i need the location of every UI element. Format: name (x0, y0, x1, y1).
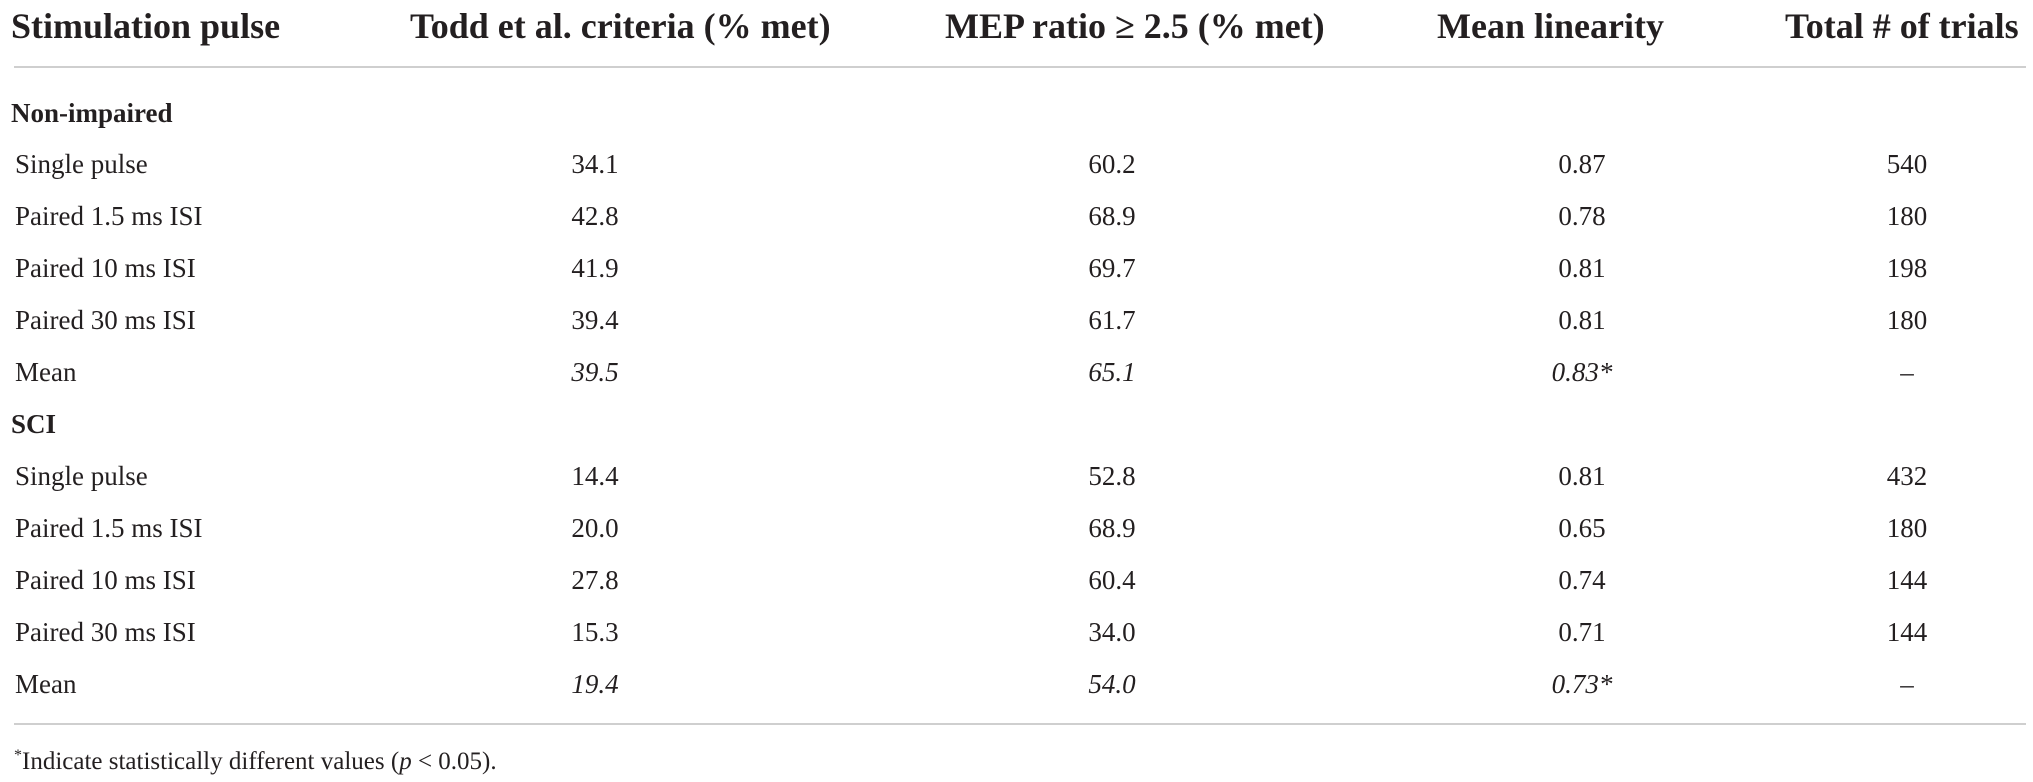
mep-value: 68.9 (1088, 513, 1136, 543)
trials-value: – (1900, 669, 1914, 699)
row-label: Paired 1.5 ms ISI (15, 201, 203, 231)
group-heading-non-impaired: Non-impaired (11, 98, 173, 128)
trials-value: – (1900, 357, 1914, 387)
row-label: Paired 30 ms ISI (15, 305, 196, 335)
todd-value: 14.4 (571, 461, 619, 491)
mep-value: 60.4 (1088, 565, 1136, 595)
row-label: Single pulse (15, 149, 148, 179)
footnote-variable: p (399, 748, 412, 775)
linearity-value: 0.87 (1558, 149, 1606, 179)
row-label: Mean (15, 669, 77, 699)
mep-value: 69.7 (1088, 253, 1136, 283)
table-header: Stimulation pulse Todd et al. criteria (… (0, 0, 2033, 68)
row-label: Paired 10 ms ISI (15, 253, 196, 283)
linearity-value: 0.83* (1551, 357, 1613, 387)
mep-value: 68.9 (1088, 201, 1136, 231)
linearity-value: 0.71 (1558, 617, 1606, 647)
trials-value: 432 (1886, 461, 1928, 491)
todd-value: 20.0 (571, 513, 619, 543)
mep-value: 65.1 (1088, 357, 1136, 387)
linearity-value: 0.78 (1558, 201, 1606, 231)
header-total-trials: Total # of trials (1785, 6, 2019, 46)
footnote-text: Indicate statistically different values … (22, 748, 400, 775)
table-row: Paired 30 ms ISI 39.4 61.7 0.81 180 (0, 302, 2033, 354)
todd-value: 41.9 (571, 253, 619, 283)
todd-value: 15.3 (571, 617, 619, 647)
row-label: Paired 1.5 ms ISI (15, 513, 203, 543)
linearity-value: 0.81 (1558, 305, 1606, 335)
table-row: Paired 10 ms ISI 41.9 69.7 0.81 198 (0, 250, 2033, 302)
table-row: Paired 10 ms ISI 27.8 60.4 0.74 144 (0, 562, 2033, 614)
header-todd-criteria: Todd et al. criteria (% met) (410, 6, 831, 46)
trials-value: 180 (1886, 305, 1928, 335)
mep-value: 54.0 (1088, 669, 1136, 699)
trials-value: 180 (1886, 513, 1928, 543)
mep-value: 61.7 (1088, 305, 1136, 335)
trials-value: 144 (1886, 565, 1928, 595)
header-divider (14, 66, 2026, 68)
linearity-value: 0.81 (1558, 461, 1606, 491)
linearity-value: 0.81 (1558, 253, 1606, 283)
linearity-value: 0.73* (1551, 669, 1613, 699)
table-bottom-divider (14, 723, 2026, 725)
mep-value: 52.8 (1088, 461, 1136, 491)
linearity-value: 0.74 (1558, 565, 1606, 595)
table-row: Single pulse 34.1 60.2 0.87 540 (0, 146, 2033, 198)
table-row: Single pulse 14.4 52.8 0.81 432 (0, 458, 2033, 510)
todd-value: 42.8 (571, 201, 619, 231)
todd-value: 19.4 (571, 669, 619, 699)
table-row: Paired 1.5 ms ISI 20.0 68.9 0.65 180 (0, 510, 2033, 562)
table-footnote: *Indicate statistically different values… (14, 740, 497, 778)
linearity-value: 0.65 (1558, 513, 1606, 543)
mep-value: 60.2 (1088, 149, 1136, 179)
table-row: Paired 30 ms ISI 15.3 34.0 0.71 144 (0, 614, 2033, 666)
table-row: Paired 1.5 ms ISI 42.8 68.9 0.78 180 (0, 198, 2033, 250)
row-label: Single pulse (15, 461, 148, 491)
header-mep-ratio: MEP ratio ≥ 2.5 (% met) (945, 6, 1325, 46)
row-label: Paired 10 ms ISI (15, 565, 196, 595)
trials-value: 198 (1886, 253, 1928, 283)
todd-value: 27.8 (571, 565, 619, 595)
header-mean-linearity: Mean linearity (1437, 6, 1664, 46)
row-label: Mean (15, 357, 77, 387)
table-row-mean: Mean 19.4 54.0 0.73* – (0, 666, 2033, 718)
trials-value: 540 (1886, 149, 1928, 179)
group-heading-sci: SCI (11, 409, 57, 439)
todd-value: 39.5 (571, 357, 619, 387)
footnote-text-end: < 0.05). (411, 748, 497, 775)
trials-value: 180 (1886, 201, 1928, 231)
todd-value: 34.1 (571, 149, 619, 179)
mep-value: 34.0 (1088, 617, 1136, 647)
footnote-marker: * (14, 747, 22, 764)
todd-value: 39.4 (571, 305, 619, 335)
row-label: Paired 30 ms ISI (15, 617, 196, 647)
trials-value: 144 (1886, 617, 1928, 647)
header-stimulation-pulse: Stimulation pulse (11, 6, 281, 46)
table-row-mean: Mean 39.5 65.1 0.83* – (0, 354, 2033, 406)
